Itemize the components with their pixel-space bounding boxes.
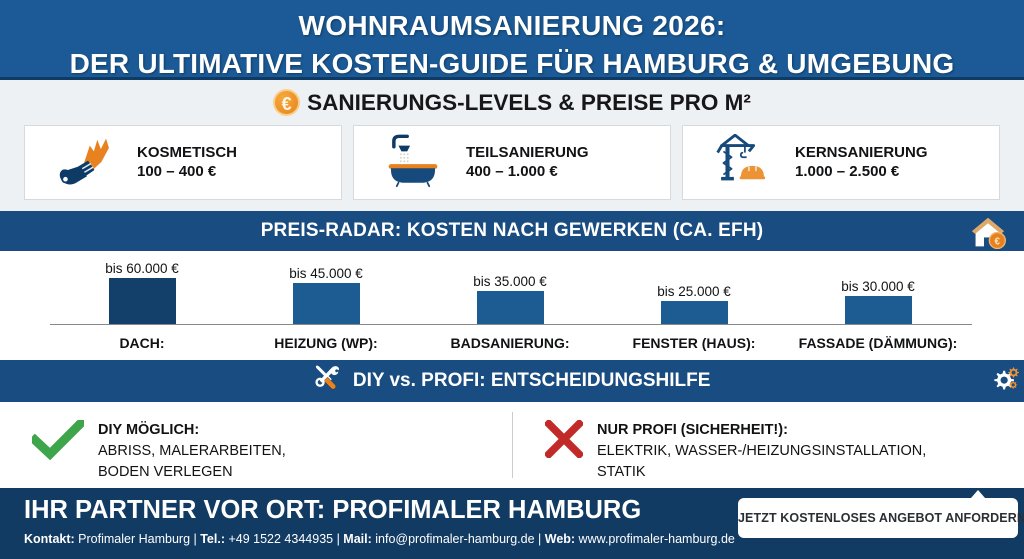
svg-text:€: € (995, 237, 1001, 248)
